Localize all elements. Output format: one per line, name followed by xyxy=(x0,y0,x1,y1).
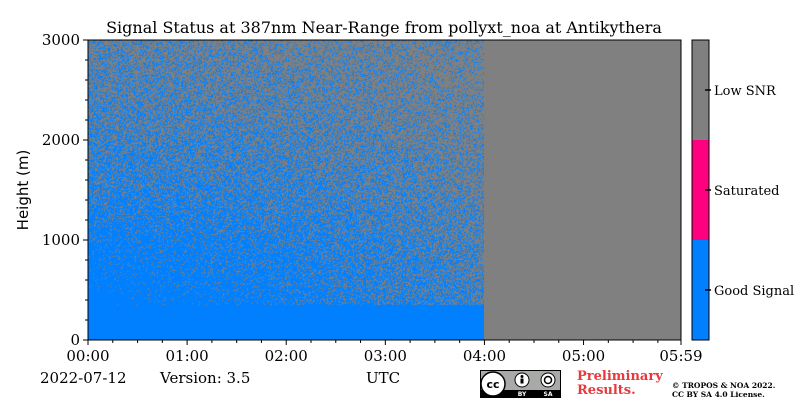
cc-by-text: BY xyxy=(518,391,527,398)
x-axis-label: UTC xyxy=(366,369,401,387)
colorbar-label: Good Signal xyxy=(714,284,794,299)
colorbar-label: Low SNR xyxy=(714,84,777,99)
preliminary-line-1: Preliminary xyxy=(577,369,663,384)
plot-frame xyxy=(87,39,682,341)
colorbar-segment xyxy=(692,40,709,140)
version-label: Version: 3.5 xyxy=(160,369,251,387)
preliminary-results-note: Preliminary Results. xyxy=(577,370,663,398)
license-note: © TROPOS & NOA 2022. CC BY SA 4.0 Licens… xyxy=(672,381,775,399)
license-line-2: CC BY SA 4.0 License. xyxy=(672,390,765,399)
x-tick-label: 00:00 xyxy=(66,347,109,365)
x-tick-label: 04:00 xyxy=(463,347,506,365)
y-tick-label: 0 xyxy=(70,331,80,349)
y-tick-label: 2000 xyxy=(42,131,80,149)
x-tick-label: 03:00 xyxy=(364,347,407,365)
x-tick-label: 01:00 xyxy=(165,347,208,365)
y-axis-label: Height (m) xyxy=(14,150,32,231)
x-tick-label: 05:59 xyxy=(659,347,702,365)
x-axis: 00:00 01:00 02:00 03:00 04:00 05:00 05:59 xyxy=(66,340,703,365)
plot-area xyxy=(87,39,682,341)
colorbar-label: Saturated xyxy=(714,184,779,199)
y-tick-label: 3000 xyxy=(42,31,80,49)
y-tick-label: 1000 xyxy=(42,231,80,249)
cc-sa-text: SA xyxy=(544,391,553,398)
x-tick-label: 02:00 xyxy=(265,347,308,365)
colorbar: Good Signal Saturated Low SNR xyxy=(691,39,794,341)
date-label: 2022-07-12 xyxy=(40,369,127,387)
cc-by-sa-icon: cc BY SA xyxy=(480,370,561,398)
signal-heatmap-image xyxy=(88,40,484,340)
chart-title: Signal Status at 387nm Near-Range from p… xyxy=(106,18,662,37)
x-tick-label: 05:00 xyxy=(562,347,605,365)
colorbar-segment xyxy=(692,140,709,240)
cc-text: cc xyxy=(486,378,499,391)
colorbar-frame xyxy=(691,39,710,341)
colorbar-segment xyxy=(692,240,709,340)
preliminary-line-2: Results. xyxy=(577,383,636,398)
license-line-1: © TROPOS & NOA 2022. xyxy=(672,381,776,390)
y-axis: 0 1000 2000 3000 xyxy=(42,31,88,349)
